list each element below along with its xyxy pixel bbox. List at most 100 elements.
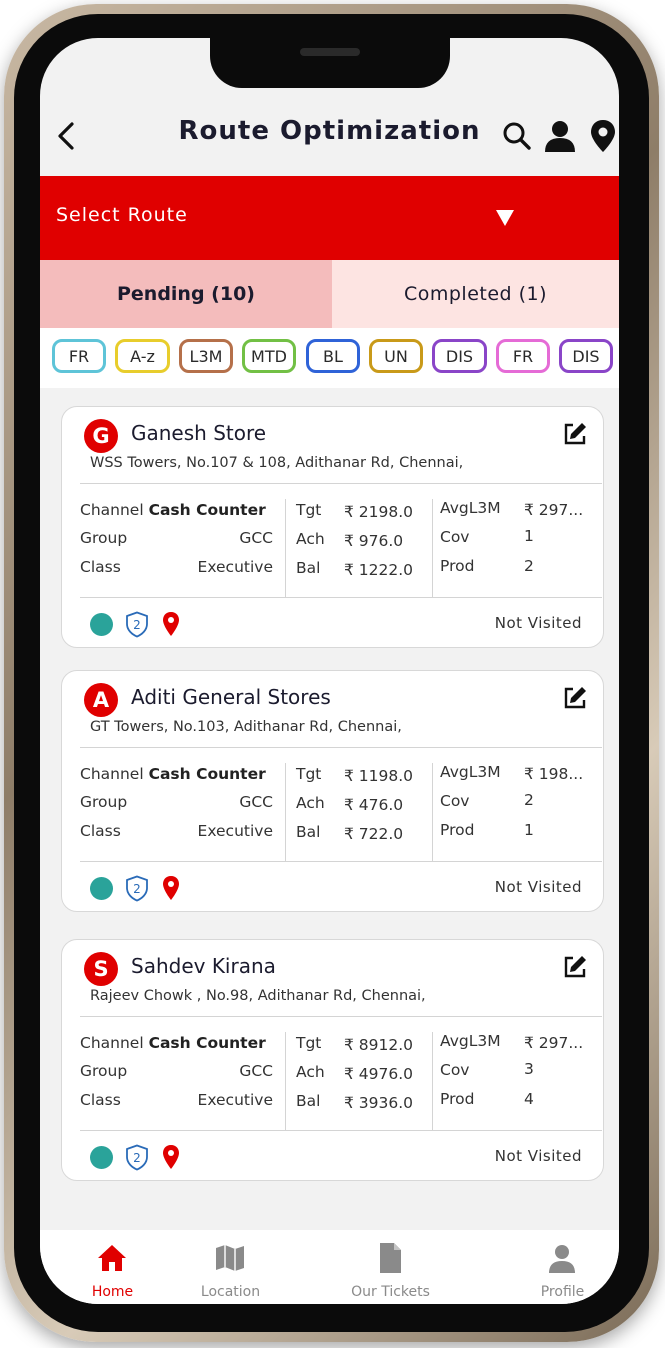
tgt-label: Tgt <box>296 765 322 783</box>
app-header: Route Optimization <box>40 98 619 176</box>
edit-icon[interactable] <box>562 421 588 447</box>
map-pin-icon[interactable] <box>161 1144 181 1170</box>
dropdown-caret-icon <box>496 210 514 226</box>
channel-label: Channel <box>80 1034 144 1052</box>
tgt-label: Tgt <box>296 501 322 519</box>
app-screen: Route Optimization Select Route Pending … <box>40 38 619 1304</box>
page-title: Route Optimization <box>178 116 481 146</box>
filter-chip-bar: FR A-z L3M MTD BL UN DIS FR DIS <box>40 328 619 388</box>
cov-label: Cov <box>440 792 470 810</box>
bal-label: Bal <box>296 823 321 841</box>
class-label: Class <box>80 1091 121 1109</box>
avgl3m-value: ₹ 297... <box>524 1034 584 1052</box>
group-label: Group <box>80 1062 128 1080</box>
group-value: GCC <box>239 1062 273 1080</box>
class-label: Class <box>80 822 121 840</box>
tgt-value: ₹ 8912.0 <box>344 1036 414 1054</box>
nav-location[interactable]: Location <box>158 1230 303 1304</box>
user-icon[interactable] <box>543 118 577 154</box>
store-card[interactable]: G Ganesh Store WSS Towers, No.107 & 108,… <box>61 406 604 648</box>
cov-label: Cov <box>440 528 470 546</box>
cov-label: Cov <box>440 1061 470 1079</box>
column-divider <box>285 763 286 861</box>
shield-badge-icon: 2 <box>126 875 148 902</box>
ach-value: ₹ 4976.0 <box>344 1065 414 1083</box>
home-icon <box>98 1245 126 1271</box>
phone-notch <box>210 38 450 88</box>
ach-label: Ach <box>296 1063 325 1081</box>
ach-value: ₹ 476.0 <box>344 796 404 814</box>
divider <box>80 483 602 484</box>
bal-label: Bal <box>296 1092 321 1110</box>
channel-label: Channel <box>80 765 144 783</box>
store-address: Rajeev Chowk , No.98, Adithanar Rd, Chen… <box>90 988 426 1004</box>
filter-chip-bl[interactable]: BL <box>306 339 360 373</box>
edit-icon[interactable] <box>562 954 588 980</box>
store-avatar: S <box>84 952 118 986</box>
back-arrow-icon[interactable] <box>52 118 80 154</box>
column-divider <box>432 1032 433 1130</box>
filter-chip-l3m[interactable]: L3M <box>179 339 233 373</box>
bottom-nav: Home Location Our Tickets Profile <box>40 1230 619 1304</box>
channel-label: Channel <box>80 501 144 519</box>
column-divider <box>432 499 433 597</box>
speaker-grille <box>300 48 360 56</box>
filter-chip-un[interactable]: UN <box>369 339 423 373</box>
profile-icon <box>549 1245 575 1273</box>
location-pin-icon[interactable] <box>586 118 619 154</box>
nav-home[interactable]: Home <box>40 1230 185 1304</box>
channel-row: Channel Cash Counter <box>80 765 266 783</box>
filter-chip-fr-2[interactable]: FR <box>496 339 550 373</box>
edit-icon[interactable] <box>562 685 588 711</box>
store-name: Aditi General Stores <box>131 685 331 709</box>
tgt-value: ₹ 1198.0 <box>344 767 414 785</box>
channel-row: Channel Cash Counter <box>80 1034 266 1052</box>
map-icon <box>216 1245 244 1271</box>
status-dot <box>90 613 113 636</box>
divider <box>80 597 602 598</box>
tgt-label: Tgt <box>296 1034 322 1052</box>
prod-label: Prod <box>440 1090 475 1108</box>
prod-value: 1 <box>524 821 534 839</box>
class-value: Executive <box>197 822 273 840</box>
store-card[interactable]: A Aditi General Stores GT Towers, No.103… <box>61 670 604 912</box>
ach-label: Ach <box>296 794 325 812</box>
class-label: Class <box>80 558 121 576</box>
cov-value: 3 <box>524 1060 534 1078</box>
avgl3m-label: AvgL3M <box>440 763 501 781</box>
filter-chip-dis[interactable]: DIS <box>432 339 487 373</box>
prod-value: 2 <box>524 557 534 575</box>
class-value: Executive <box>197 1091 273 1109</box>
select-route-label: Select Route <box>56 204 188 226</box>
tab-pending[interactable]: Pending (10) <box>40 260 332 328</box>
filter-chip-fr[interactable]: FR <box>52 339 106 373</box>
bal-label: Bal <box>296 559 321 577</box>
visit-status: Not Visited <box>494 614 582 632</box>
shield-count: 2 <box>133 618 141 632</box>
group-label: Group <box>80 529 128 547</box>
ach-label: Ach <box>296 530 325 548</box>
store-address: WSS Towers, No.107 & 108, Adithanar Rd, … <box>90 455 464 471</box>
status-dot <box>90 877 113 900</box>
channel-value: Cash Counter <box>148 1034 266 1052</box>
shield-badge-icon: 2 <box>126 1144 148 1171</box>
class-value: Executive <box>197 558 273 576</box>
bal-value: ₹ 722.0 <box>344 825 404 843</box>
filter-chip-dis-2[interactable]: DIS <box>559 339 613 373</box>
tab-completed[interactable]: Completed (1) <box>332 260 619 328</box>
search-icon[interactable] <box>500 118 534 154</box>
store-card[interactable]: S Sahdev Kirana Rajeev Chowk , No.98, Ad… <box>61 939 604 1181</box>
nav-profile[interactable]: Profile <box>490 1230 619 1304</box>
group-label: Group <box>80 793 128 811</box>
filter-chip-mtd[interactable]: MTD <box>242 339 296 373</box>
map-pin-icon[interactable] <box>161 875 181 901</box>
ach-value: ₹ 976.0 <box>344 532 404 550</box>
prod-label: Prod <box>440 821 475 839</box>
nav-tickets[interactable]: Our Tickets <box>318 1230 463 1304</box>
map-pin-icon[interactable] <box>161 611 181 637</box>
filter-chip-az[interactable]: A-z <box>115 339 170 373</box>
channel-row: Channel Cash Counter <box>80 501 266 519</box>
column-divider <box>432 763 433 861</box>
select-route-dropdown[interactable]: Select Route <box>40 176 619 260</box>
group-value: GCC <box>239 529 273 547</box>
